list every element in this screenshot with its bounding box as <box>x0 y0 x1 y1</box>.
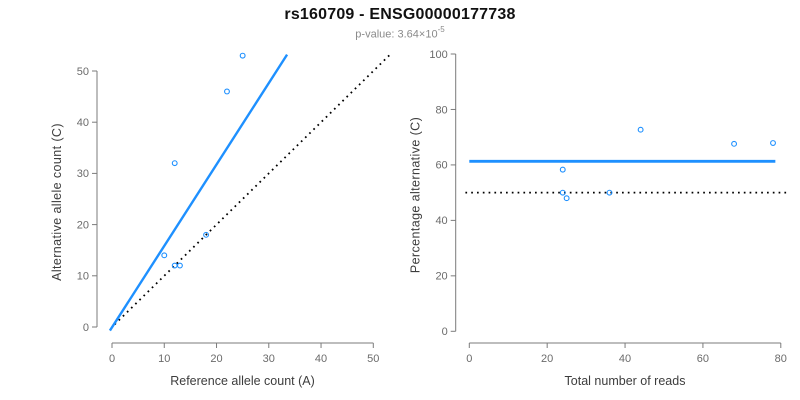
data-point <box>171 160 178 167</box>
x-tick-label: 30 <box>263 353 275 365</box>
x-tick-label: 10 <box>158 353 170 365</box>
y-tick-label: 40 <box>435 215 447 227</box>
y-tick-label: 30 <box>77 168 89 180</box>
data-point <box>161 252 168 259</box>
x-tick-label: 0 <box>466 353 472 365</box>
fit-line <box>108 53 289 332</box>
y-tick-label: 50 <box>77 66 89 78</box>
x-tick-label: 40 <box>315 353 327 365</box>
y-axis-label: Alternative allele count (C) <box>50 123 64 281</box>
data-point <box>637 126 644 133</box>
data-point <box>770 140 776 146</box>
x-tick-label: 60 <box>697 353 709 365</box>
x-axis-label: Total number of reads <box>565 374 686 388</box>
y-tick-label: 20 <box>435 271 447 283</box>
data-point <box>606 189 613 196</box>
x-tick-label: 20 <box>210 353 222 365</box>
figure-subtitle: p-value: 3.64×10-5 <box>0 25 800 41</box>
x-tick-label: 80 <box>775 353 787 365</box>
data-point <box>203 231 210 238</box>
data-point <box>224 88 230 95</box>
figure-title: rs160709 - ENSG00000177738 <box>284 6 516 23</box>
x-tick-label: 40 <box>619 353 631 365</box>
y-tick-label: 0 <box>83 322 89 334</box>
x-tick-label: 0 <box>109 353 115 365</box>
y-tick-label: 10 <box>77 271 89 283</box>
identity-line <box>113 53 391 326</box>
y-tick-label: 20 <box>77 219 89 231</box>
x-tick-label: 20 <box>541 353 553 365</box>
data-point <box>559 189 566 196</box>
data-point <box>239 52 246 59</box>
y-tick-label: 0 <box>442 326 448 338</box>
data-point <box>176 262 183 269</box>
y-axis-label: Percentage alternative (C) <box>409 117 423 273</box>
data-point <box>559 166 566 173</box>
y-tick-label: 80 <box>435 104 447 116</box>
y-tick-label: 40 <box>77 117 89 129</box>
y-tick-label: 60 <box>435 160 447 172</box>
data-point <box>731 140 738 147</box>
pvalue-text: p-value: 3.64×10 <box>355 28 438 41</box>
x-axis-label: Reference allele count (A) <box>170 374 315 388</box>
pvalue-exponent: -5 <box>437 25 445 34</box>
y-tick-label: 100 <box>429 49 447 61</box>
data-point <box>563 195 570 202</box>
x-tick-label: 50 <box>367 353 379 365</box>
